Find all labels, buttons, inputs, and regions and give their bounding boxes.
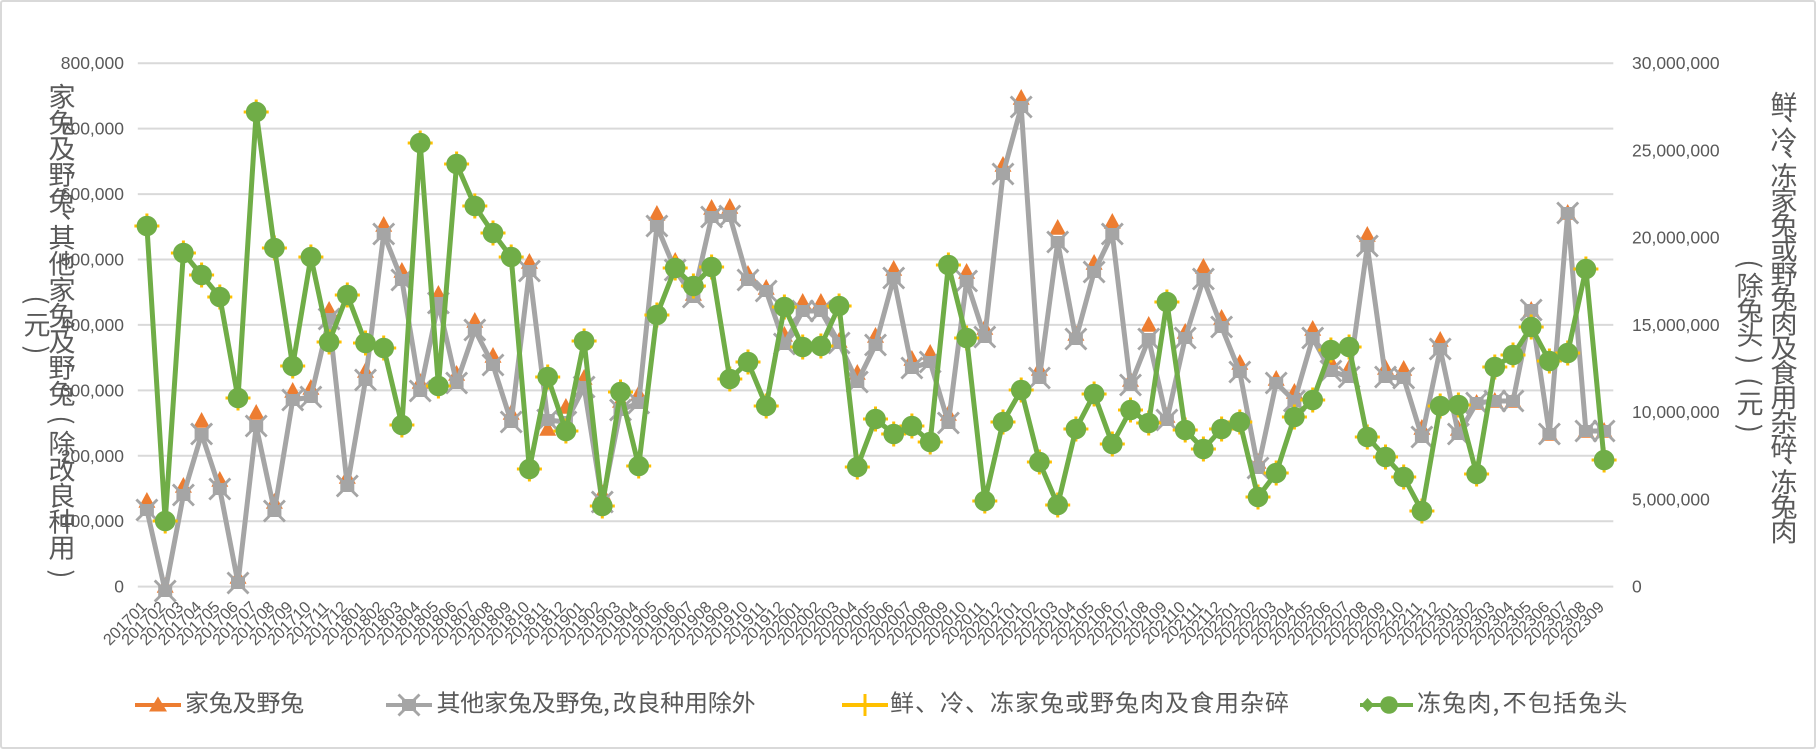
svg-text:20,000,000: 20,000,000 [1632,228,1720,248]
svg-text:30,000,000: 30,000,000 [1632,53,1720,73]
svg-text:200,000: 200,000 [61,446,125,466]
svg-text:0: 0 [114,577,124,597]
svg-text:10,000,000: 10,000,000 [1632,402,1720,422]
svg-text:0: 0 [1632,577,1642,597]
svg-text:700,000: 700,000 [61,119,125,139]
svg-text:400,000: 400,000 [61,315,125,335]
svg-text:300,000: 300,000 [61,380,125,400]
svg-text:600,000: 600,000 [61,184,125,204]
svg-text:100,000: 100,000 [61,511,125,531]
svg-text:15,000,000: 15,000,000 [1632,315,1720,335]
svg-text:500,000: 500,000 [61,250,125,270]
svg-text:5,000,000: 5,000,000 [1632,489,1710,509]
svg-text:25,000,000: 25,000,000 [1632,140,1720,160]
svg-text:800,000: 800,000 [61,53,125,73]
